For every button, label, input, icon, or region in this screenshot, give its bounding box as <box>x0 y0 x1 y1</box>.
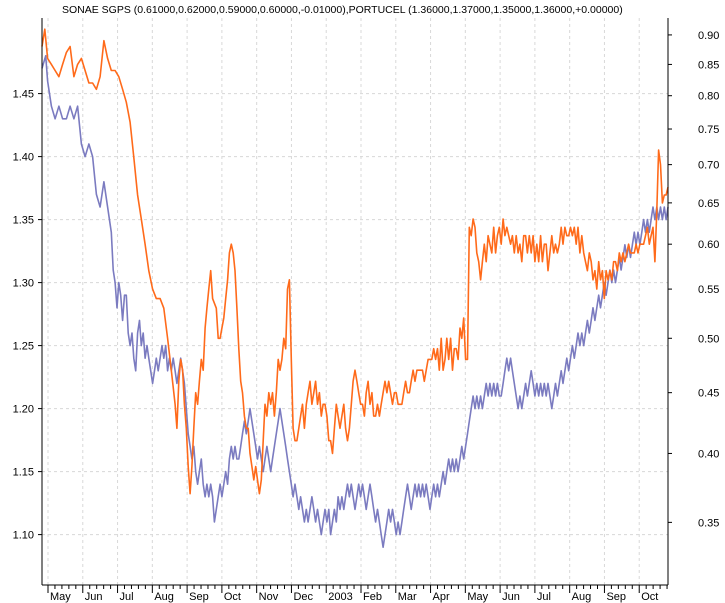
x-tick-label: Feb <box>363 591 382 603</box>
x-tick-label: Sep <box>606 591 626 603</box>
left-tick-label: 1.45 <box>13 89 34 101</box>
left-tick-label: 1.15 <box>13 467 34 479</box>
series-line-blue <box>41 55 669 548</box>
x-tick-label: Jun <box>502 591 520 603</box>
x-tick-label: Oct <box>224 591 241 603</box>
left-tick-label: 1.40 <box>13 152 34 164</box>
x-tick-label: Aug <box>572 591 592 603</box>
x-tick-label: 2003 <box>328 591 352 603</box>
right-tick-label: 0.40 <box>698 448 719 460</box>
series-layer <box>41 28 669 548</box>
x-tick-label: Mar <box>398 591 417 603</box>
right-tick-label: 0.50 <box>698 333 719 345</box>
right-tick-label: 0.65 <box>698 198 719 210</box>
right-tick-label: 0.35 <box>698 517 719 529</box>
chart-title: SONAE SGPS (0.61000,0.62000,0.59000,0.60… <box>62 4 623 16</box>
x-tick-label: Jul <box>120 591 134 603</box>
x-tick-label: Jun <box>85 591 103 603</box>
right-tick-label: 0.55 <box>698 284 719 296</box>
axes: 1.10 1.15 1.20 1.25 1.30 1.35 1.40 1.45 0.35 0.40… <box>13 18 719 603</box>
right-tick-label: 0.45 <box>698 388 719 400</box>
right-tick-label: 0.75 <box>698 124 719 136</box>
x-tick-label: Aug <box>154 591 174 603</box>
x-tick-label: Oct <box>641 591 658 603</box>
right-tick-label: 0.90 <box>698 30 719 42</box>
x-tick-label: Apr <box>433 591 450 603</box>
x-tick-label: Dec <box>293 591 313 603</box>
left-tick-label: 1.30 <box>13 278 34 290</box>
left-tick-label: 1.35 <box>13 215 34 227</box>
x-tick-label: Nov <box>259 591 279 603</box>
x-tick-label: Jul <box>537 591 551 603</box>
left-tick-label: 1.25 <box>13 341 34 353</box>
right-tick-label: 0.70 <box>698 160 719 172</box>
right-tick-label: 0.80 <box>698 91 719 103</box>
grid <box>42 18 668 585</box>
right-tick-label: 0.60 <box>698 239 719 251</box>
right-tick-label: 0.85 <box>698 59 719 71</box>
x-tick-label: May <box>50 591 71 603</box>
left-tick-label: 1.20 <box>13 404 34 416</box>
x-tick-label: May <box>467 591 488 603</box>
x-tick-label: Sep <box>189 591 209 603</box>
left-tick-label: 1.10 <box>13 530 34 542</box>
series-line-orange <box>41 28 669 495</box>
